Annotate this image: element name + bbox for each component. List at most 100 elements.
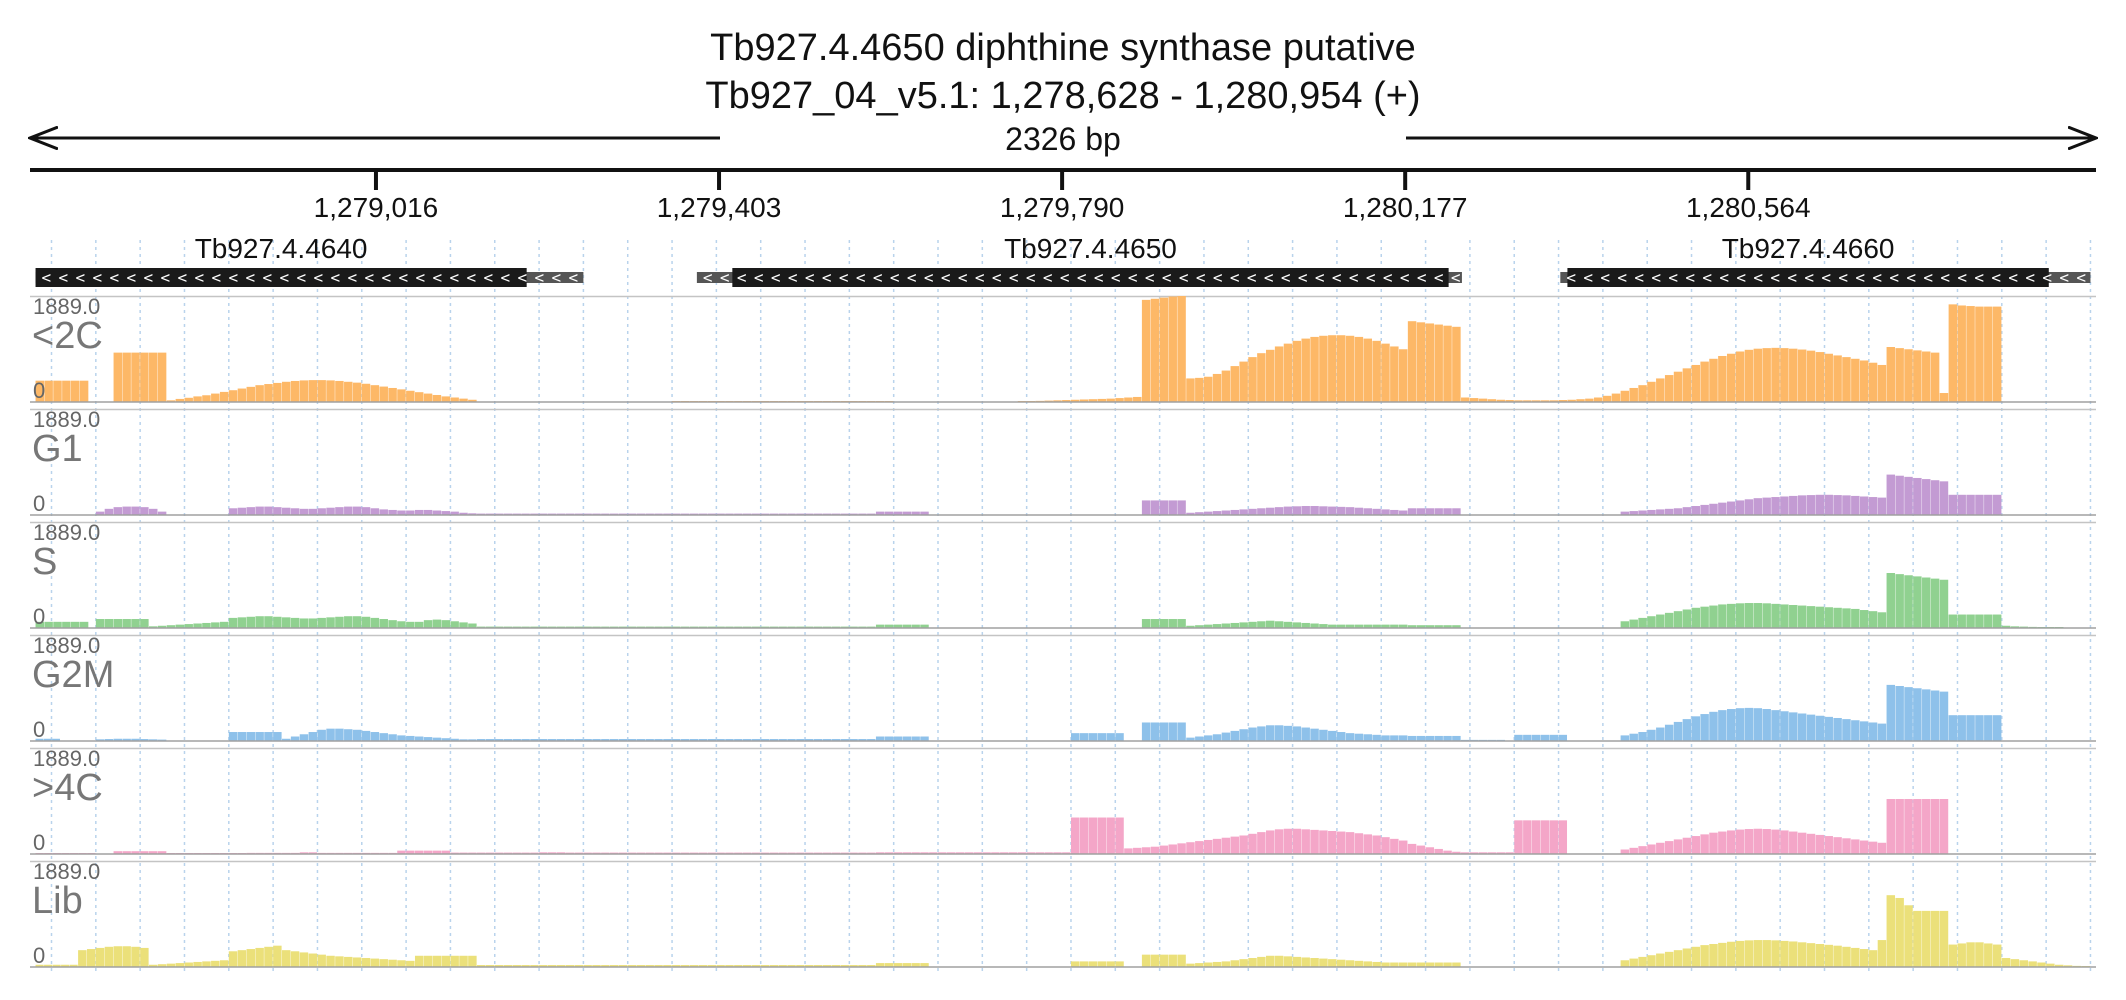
- coverage-bar: [680, 739, 690, 741]
- coverage-bar: [1168, 296, 1177, 402]
- coverage-bar: [725, 965, 734, 967]
- coverage-bar: [43, 738, 52, 741]
- coverage-bar: [1709, 832, 1718, 854]
- coverage-bar: [521, 965, 530, 967]
- coverage-bar: [255, 732, 264, 741]
- coverage-bar: [149, 851, 158, 854]
- coverage-bar: [1629, 387, 1638, 402]
- coverage-bar: [1647, 509, 1656, 515]
- coverage-bar: [742, 739, 752, 741]
- strand-chevron: <: [924, 268, 934, 287]
- coverage-bar: [397, 850, 406, 854]
- coverage-bar: [1478, 398, 1488, 402]
- coverage-bar: [1656, 509, 1665, 515]
- coverage-bar: [326, 380, 335, 402]
- strand-chevron: <: [822, 268, 832, 287]
- coverage-bar: [1097, 817, 1107, 854]
- coverage-bar: [920, 511, 929, 515]
- coverage-bar: [1221, 623, 1231, 628]
- coverage-bar: [1744, 940, 1754, 967]
- coverage-bar: [44, 621, 53, 628]
- coverage-bar: [1753, 348, 1763, 402]
- coverage-bar: [79, 380, 89, 402]
- gene-model[interactable]: < < < < < < < < < < < < < < < < < < < < < < < < < < < < < < < < Tb927.4.…: [35, 233, 584, 287]
- coverage-bar: [734, 739, 743, 741]
- coverage-bar: [1230, 509, 1240, 515]
- coverage-bar: [1328, 506, 1337, 515]
- coverage-bar: [920, 624, 929, 628]
- coverage-track: 1889.0 0 S: [30, 520, 2096, 629]
- coverage-bar: [805, 965, 814, 967]
- coverage-bar: [849, 739, 858, 741]
- coverage-bar: [1691, 946, 1700, 967]
- coverage-bar: [627, 965, 637, 967]
- coverage-bar: [1620, 735, 1630, 741]
- coverage-bar: [1301, 829, 1310, 854]
- coverage-bar: [1310, 958, 1319, 967]
- track-zero-label: 0: [33, 943, 45, 968]
- coverage-bar: [2054, 964, 2064, 967]
- coverage-bar: [1576, 399, 1585, 402]
- coverage-bar: [1266, 620, 1275, 628]
- coverage-bar: [379, 733, 388, 741]
- coverage-bar: [1319, 958, 1328, 967]
- coverage-bar: [1159, 500, 1169, 515]
- gene-model[interactable]: < < < < < < < < < < < < < < < < < < < < < < < < < < < < < < < < < < < < < < < <…: [696, 233, 1462, 287]
- coverage-bar: [1159, 297, 1169, 402]
- coverage-bar: [1984, 306, 1993, 402]
- strand-chevron: <: [2076, 268, 2086, 287]
- coverage-bar: [1363, 734, 1372, 741]
- coverage-bar: [875, 511, 885, 515]
- strand-chevron: <: [1821, 268, 1831, 287]
- coverage-bar: [1753, 603, 1763, 628]
- coverage-bar: [1336, 732, 1346, 741]
- coverage-bar: [1531, 820, 1541, 854]
- coverage-bar: [822, 739, 832, 741]
- coverage-bar: [140, 619, 149, 628]
- coverage-bar: [1363, 508, 1372, 515]
- coverage-bar: [175, 963, 185, 967]
- coverage-bar: [1257, 726, 1266, 741]
- coverage-bar: [1886, 347, 1896, 402]
- coverage-bar: [1664, 375, 1674, 402]
- coverage-bar: [1762, 497, 1771, 515]
- coverage-bar: [1292, 622, 1302, 628]
- coverage-bar: [122, 619, 131, 628]
- coverage-bar: [1984, 715, 1993, 741]
- coverage-bar: [432, 737, 442, 741]
- coverage-bar: [2010, 626, 2020, 628]
- coverage-bar: [1407, 625, 1417, 628]
- coverage-bar: [902, 963, 912, 967]
- coverage-bar: [2028, 961, 2037, 967]
- coverage-bar: [813, 739, 823, 741]
- coverage-bar: [1159, 845, 1169, 854]
- coverage-bar: [1735, 940, 1745, 967]
- coverage-bar: [193, 961, 202, 967]
- coverage-bar: [2019, 960, 2028, 967]
- coverage-bar: [1656, 378, 1665, 402]
- coverage-bar: [335, 728, 344, 741]
- coverage-bar: [902, 624, 912, 628]
- coverage-bar: [1115, 733, 1124, 741]
- coverage-bar: [388, 959, 397, 967]
- coverage-bar: [1079, 399, 1089, 402]
- coverage-bar: [1212, 734, 1222, 741]
- coverage-bar: [1664, 841, 1674, 854]
- coverage-bar: [875, 852, 885, 854]
- strand-chevron: <: [754, 268, 764, 287]
- coverage-bar: [335, 956, 344, 967]
- coverage-bar: [149, 508, 158, 515]
- coverage-bar: [1549, 400, 1559, 402]
- coverage-bar: [1709, 503, 1718, 515]
- coverage-bar: [1842, 495, 1851, 515]
- coverage-bar: [1372, 624, 1381, 628]
- coverage-bar: [414, 955, 424, 967]
- coverage-bar: [1735, 500, 1745, 515]
- gene-model[interactable]: < < < < < < < < < < < < < < < < < < < < < < < < < < < < < < < Tb927.4.4…: [1560, 233, 2091, 287]
- coverage-bar: [1416, 845, 1426, 854]
- coverage-bar: [1895, 799, 1904, 854]
- track-bars: [35, 684, 2002, 741]
- coverage-bar: [1886, 684, 1896, 741]
- coverage-bar: [450, 738, 459, 741]
- coverage-bar: [689, 965, 699, 967]
